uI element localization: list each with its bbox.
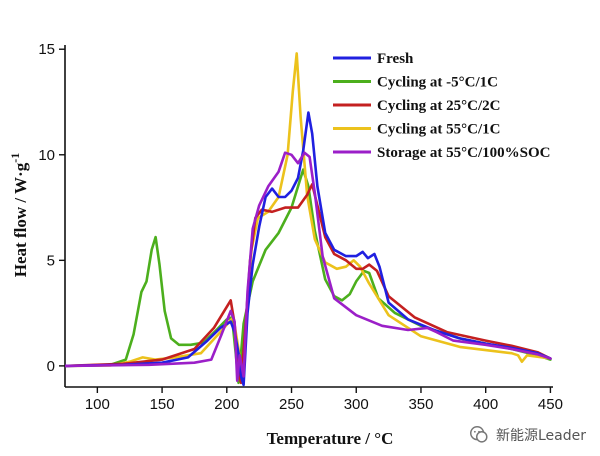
x-tick-label: 300 [344,396,369,413]
x-axis-title: Temperature / °C [267,429,394,448]
y-tick-label: 5 [47,252,55,269]
legend-label: Cycling at 55°C/1C [377,122,501,138]
y-tick-label: 0 [47,358,55,375]
watermark-text: 新能源Leader [495,428,586,444]
axes: 100 150 200 250 300 350 400 450 0 5 10 15 [38,41,563,413]
y-axis-title-sup: -1 [8,153,22,163]
y-axis-title: Heat flow / W·g-1 [8,153,30,277]
legend-label: Cycling at 25°C/2C [377,98,501,114]
series-line-0 [65,111,552,387]
wechat-icon [470,426,488,443]
y-axis-title-main: Heat flow / W·g [11,162,30,277]
x-tick-label: 250 [279,396,304,413]
watermark: 新能源Leader [468,424,586,446]
x-tick-label: 100 [85,396,110,413]
series-line-2 [65,183,552,385]
x-tick-label: 150 [150,396,175,413]
x-tick-label: 450 [538,396,563,413]
series-line-4 [65,151,552,382]
y-ticks: 0 5 10 15 [38,41,65,375]
series-line-3 [65,52,552,380]
x-tick-label: 350 [408,396,433,413]
legend-label: Storage at 55°C/100%SOC [377,145,551,161]
legend-label: Cycling at -5°C/1C [377,75,498,91]
y-tick-label: 15 [38,41,55,58]
x-tick-label: 400 [473,396,498,413]
x-ticks: 100 150 200 250 300 350 400 450 [85,387,563,413]
y-tick-label: 10 [38,147,55,164]
series-group [65,52,552,387]
legend-label: Fresh [377,51,414,67]
legend: Fresh Cycling at -5°C/1C Cycling at 25°C/2… [333,51,551,161]
x-tick-label: 200 [214,396,239,413]
